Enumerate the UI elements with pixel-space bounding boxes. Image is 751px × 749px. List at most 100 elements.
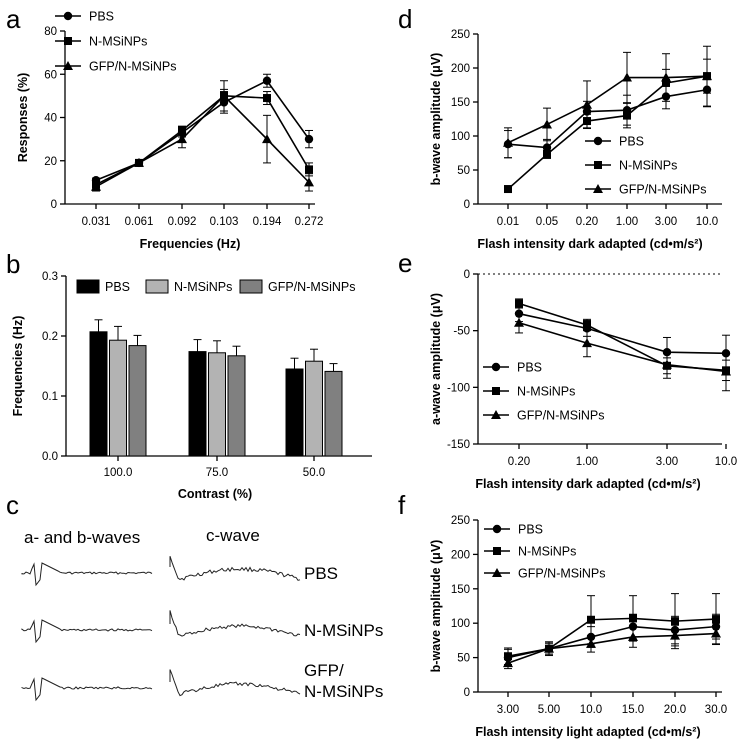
data-point xyxy=(503,658,513,668)
bar xyxy=(188,351,207,457)
x-tick-label: 30.0 xyxy=(705,704,727,716)
panel-label-b: b xyxy=(6,249,20,279)
series-line xyxy=(95,95,310,186)
series-pbs xyxy=(514,305,731,372)
legend-label: GFP/N-MSiNPs xyxy=(268,280,356,294)
legend-swatch xyxy=(145,279,169,294)
y-tick-label: -150 xyxy=(447,439,470,451)
wave-row-label: N-MSiNPs xyxy=(304,621,383,640)
x-tick-label: 15.0 xyxy=(622,704,644,716)
data-point xyxy=(711,628,721,638)
legend-marker xyxy=(492,387,500,395)
legend-marker xyxy=(63,11,73,21)
data-point xyxy=(586,638,596,648)
x-tick-label: 0.092 xyxy=(168,216,197,228)
wave-column-title-c: c-wave xyxy=(206,526,260,545)
legend-marker xyxy=(594,161,602,169)
legend-marker xyxy=(64,37,72,45)
data-point xyxy=(542,119,552,129)
erg-waveforms: a- and b-waves c-wave PBS N-MSiNPs GFP/N-MSi… xyxy=(21,526,383,702)
data-point xyxy=(622,72,632,82)
legend-swatch xyxy=(76,279,100,294)
y-axis-title: b-wave amplitude (μV) xyxy=(429,540,443,673)
data-point xyxy=(263,94,271,103)
panel-label-a: a xyxy=(6,4,21,34)
series-gfp-n-msinps xyxy=(514,312,731,392)
x-tick-label: 10.0 xyxy=(715,456,737,468)
y-tick-label: 250 xyxy=(451,515,470,527)
series-line xyxy=(518,321,727,373)
x-tick-label: 0.194 xyxy=(253,216,282,228)
ab-wave-trace xyxy=(21,562,153,587)
y-axis-title: b-wave amplitude (μV) xyxy=(429,53,443,186)
y-tick-label: -100 xyxy=(447,382,470,394)
series-line xyxy=(507,632,717,664)
series-line xyxy=(507,617,717,658)
y-tick-label: 60 xyxy=(44,69,57,81)
y-tick-label: 0 xyxy=(51,199,57,211)
series-pbs xyxy=(503,72,712,159)
x-tick-label: 50.0 xyxy=(303,467,325,479)
legend-label: PBS xyxy=(105,280,130,294)
series-line xyxy=(507,75,708,144)
y-tick-label: 0 xyxy=(464,687,470,699)
x-tick-label: 0.20 xyxy=(576,216,598,228)
bar xyxy=(305,360,323,457)
ab-wave-trace xyxy=(21,677,153,702)
data-point xyxy=(543,150,551,159)
y-axis-title: a-wave amplitude (μV) xyxy=(429,293,443,425)
data-point xyxy=(661,72,671,82)
c-wave-trace xyxy=(169,556,301,581)
y-tick-label: 50 xyxy=(457,653,470,665)
x-tick-label: 0.103 xyxy=(210,216,239,228)
y-tick-label: 40 xyxy=(44,113,57,125)
panel-label-d: d xyxy=(398,4,412,34)
data-point xyxy=(515,299,523,308)
data-point xyxy=(504,185,512,194)
data-point xyxy=(134,157,144,167)
x-axis-title: Flash intensity dark adapted (cd•m/s²) xyxy=(475,477,700,491)
y-tick-label: 0 xyxy=(464,199,470,211)
data-point xyxy=(587,615,595,624)
x-tick-label: 10.0 xyxy=(696,216,718,228)
data-point xyxy=(514,317,524,327)
x-tick-label: 75.0 xyxy=(206,467,228,479)
y-axis-title: Responses (%) xyxy=(16,73,30,163)
data-point xyxy=(582,338,592,348)
series-line xyxy=(518,302,727,372)
wave-row-label: N-MSiNPs xyxy=(304,682,383,701)
x-tick-label: 10.0 xyxy=(580,704,602,716)
data-point xyxy=(662,359,672,369)
x-tick-label: 0.01 xyxy=(497,216,519,228)
x-tick-label: 1.00 xyxy=(576,456,598,468)
panel-label-e: e xyxy=(398,248,412,278)
data-point xyxy=(629,614,637,623)
bar xyxy=(128,345,147,457)
x-tick-label: 100.0 xyxy=(104,467,133,479)
wave-row-label: GFP/ xyxy=(304,661,344,680)
legend-marker xyxy=(63,61,73,70)
y-tick-label: 0.2 xyxy=(42,331,58,343)
bar xyxy=(285,368,304,457)
data-point xyxy=(91,181,101,191)
c-wave-trace xyxy=(169,610,301,637)
series-n-msinps xyxy=(92,88,313,189)
y-tick-label: 20 xyxy=(44,156,57,168)
legend-label: GFP/N-MSiNPs xyxy=(619,183,707,197)
data-point xyxy=(628,631,638,641)
legend-marker xyxy=(593,136,603,146)
legend-label: N-MSiNPs xyxy=(174,280,232,294)
data-point xyxy=(670,630,680,640)
data-point xyxy=(304,134,314,144)
y-tick-label: 100 xyxy=(451,618,470,630)
legend-marker xyxy=(593,184,603,193)
y-tick-label: 0.3 xyxy=(42,271,58,283)
legend-label: GFP/N-MSiNPs xyxy=(518,567,606,581)
series-n-msinps xyxy=(504,58,711,194)
y-tick-label: 80 xyxy=(44,26,57,38)
legend-label: GFP/N-MSiNPs xyxy=(517,409,605,423)
legend-marker xyxy=(492,568,502,577)
series-pbs xyxy=(91,73,314,185)
data-point xyxy=(177,134,187,144)
